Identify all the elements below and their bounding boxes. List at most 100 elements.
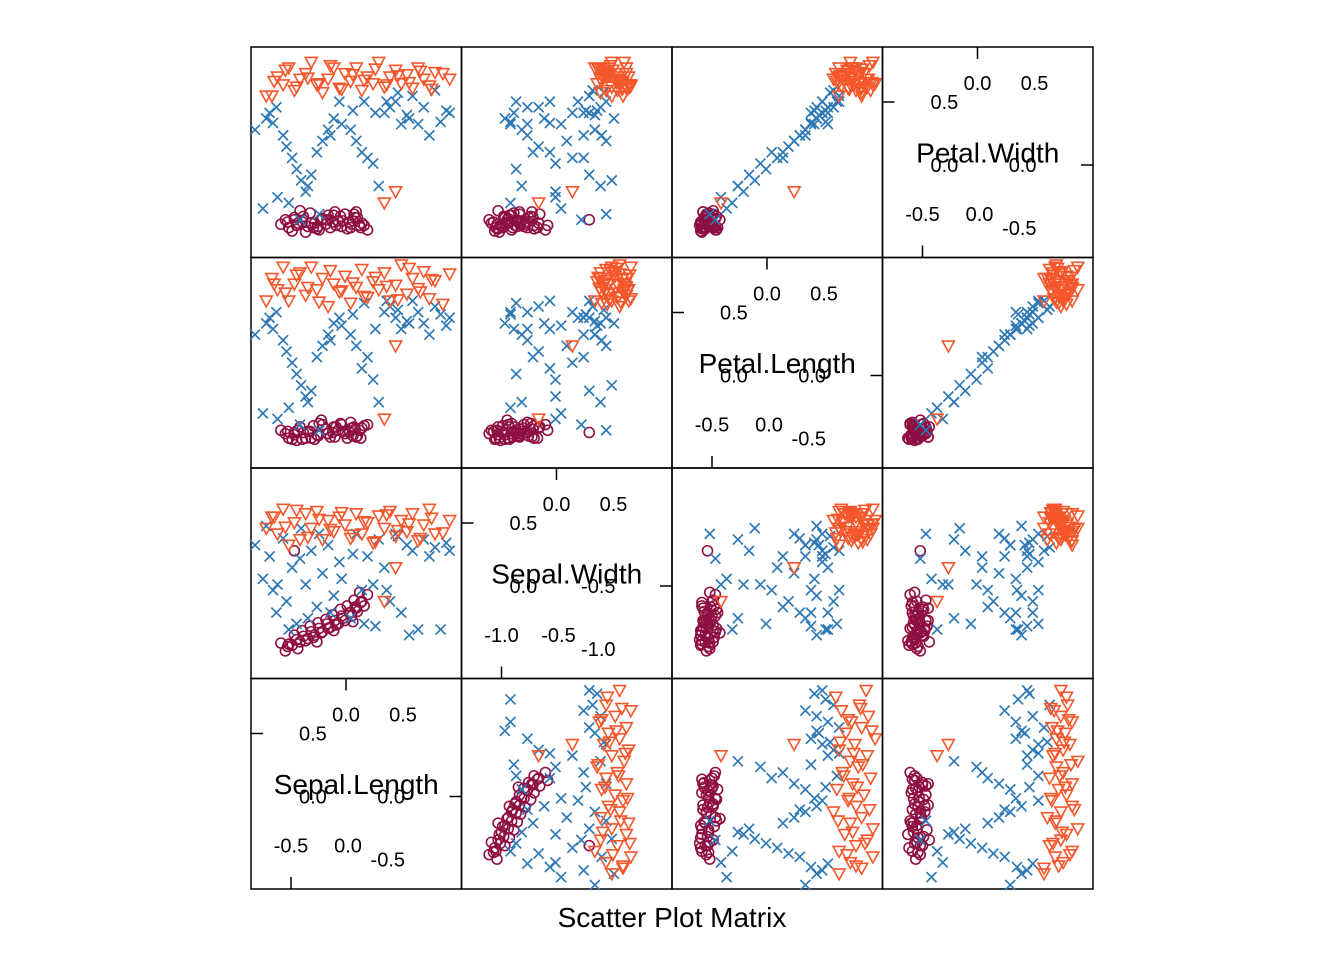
point-circle-45 <box>311 428 323 441</box>
point-x-34 <box>816 684 828 696</box>
point-x-30 <box>999 329 1011 341</box>
point-x-11 <box>982 351 994 363</box>
point-triangle-16 <box>354 528 370 542</box>
point-x-32 <box>504 308 517 320</box>
point-x-27 <box>583 721 595 734</box>
point-circle-42 <box>916 601 929 613</box>
point-triangle-8 <box>309 284 325 298</box>
point-x-21 <box>732 755 744 767</box>
point-x-35 <box>925 573 938 585</box>
point-triangle-30 <box>1051 278 1066 292</box>
point-x-46 <box>381 584 393 596</box>
point-triangle-6 <box>837 828 853 843</box>
point-x-38 <box>709 834 721 846</box>
point-x-5 <box>280 595 293 607</box>
point-triangle-22 <box>847 738 863 753</box>
point-circle-37 <box>904 622 916 635</box>
point-x-18 <box>982 362 994 374</box>
point-triangle-40 <box>1047 747 1063 762</box>
point-x-48 <box>1015 725 1028 737</box>
point-triangle-47 <box>604 90 620 104</box>
point-triangle-13 <box>607 789 623 803</box>
point-triangle-2 <box>275 79 291 93</box>
point-x-8 <box>295 379 307 391</box>
point-x-17 <box>788 778 800 790</box>
point-x-16 <box>516 783 528 795</box>
point-triangle-39 <box>855 63 871 77</box>
point-triangle-30 <box>266 511 282 525</box>
point-x-39 <box>516 826 528 838</box>
point-circle-44 <box>487 846 500 859</box>
point-triangle-2 <box>865 851 881 865</box>
point-circle-24 <box>492 204 504 217</box>
point-x-6 <box>566 152 578 164</box>
point-circle-44 <box>281 425 294 438</box>
point-triangle-35 <box>862 60 877 74</box>
point-x-6 <box>286 152 298 164</box>
point-triangle-26 <box>844 716 859 730</box>
point-triangle-37 <box>849 781 865 795</box>
point-x-16 <box>345 124 357 136</box>
point-circle-42 <box>705 779 717 791</box>
point-x-21 <box>948 533 960 546</box>
point-triangle-14 <box>829 783 845 798</box>
point-x-10 <box>305 545 317 557</box>
point-circle-28 <box>697 621 709 634</box>
point-x-9 <box>549 390 562 403</box>
point-circle-46 <box>503 209 516 222</box>
point-triangle-40 <box>846 79 862 93</box>
point-x-14 <box>1015 590 1028 602</box>
point-triangle-43 <box>840 532 856 547</box>
point-triangle-5 <box>292 73 308 87</box>
point-x-3 <box>521 858 533 870</box>
point-circle-42 <box>705 601 717 613</box>
point-x-23 <box>1027 595 1039 607</box>
point-triangle-30 <box>266 75 282 90</box>
point-triangle-7 <box>303 522 319 536</box>
panel-r2-c2 <box>671 467 884 680</box>
point-x-21 <box>373 396 385 408</box>
point-triangle-7 <box>1070 261 1086 275</box>
point-x-30 <box>999 705 1011 717</box>
tick-label-bottom: -0.5 <box>905 204 939 226</box>
point-x-24 <box>1032 738 1044 750</box>
point-x-43 <box>820 105 832 117</box>
point-triangle-11 <box>326 62 342 76</box>
point-triangle-13 <box>856 789 872 803</box>
point-triangle-46 <box>612 268 627 282</box>
point-x-25 <box>521 733 533 745</box>
point-triangle-45 <box>1059 298 1074 312</box>
tick-label-right: 0.0 <box>798 366 826 388</box>
point-x-34 <box>444 312 456 324</box>
point-x-18 <box>766 772 778 784</box>
point-x-22 <box>822 562 834 574</box>
tick-label-bottom: -1.0 <box>484 625 518 647</box>
point-circle-32 <box>522 211 535 224</box>
point-circle-47 <box>698 781 710 793</box>
point-x-33 <box>591 688 603 700</box>
point-triangle-44 <box>424 512 439 526</box>
point-x-20 <box>970 578 983 591</box>
point-triangle-10 <box>320 300 336 315</box>
panel-r1-c3 <box>881 256 1094 469</box>
point-x-11 <box>982 817 994 829</box>
point-triangle-32 <box>1045 837 1061 852</box>
point-x-40 <box>920 528 932 540</box>
point-triangle-16 <box>354 84 370 99</box>
point-x-28 <box>412 623 424 636</box>
point-x-13 <box>322 329 334 341</box>
point-circle-41 <box>701 784 714 797</box>
point-triangle-1 <box>1055 856 1071 871</box>
point-triangle-46 <box>442 268 457 282</box>
point-x-30 <box>578 129 590 141</box>
point-x-39 <box>516 180 528 192</box>
point-x-3 <box>270 607 282 619</box>
point-x-49 <box>589 124 601 136</box>
point-x-36 <box>549 413 562 425</box>
point-circle-11 <box>539 418 552 431</box>
point-triangle-39 <box>368 536 383 550</box>
point-triangle-36 <box>334 285 349 299</box>
point-x-31 <box>587 699 599 711</box>
point-x-42 <box>555 320 567 332</box>
